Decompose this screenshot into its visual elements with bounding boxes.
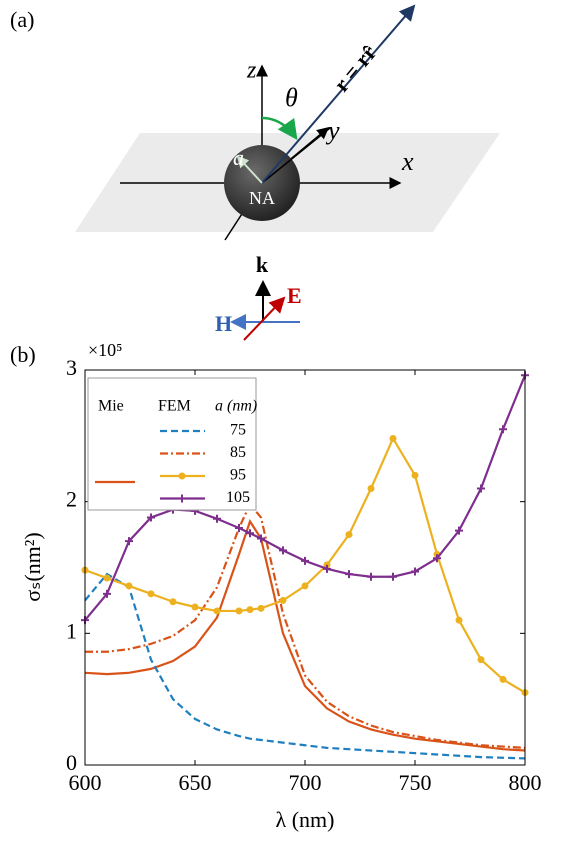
y-tick-label: 2 bbox=[66, 487, 77, 512]
marker bbox=[455, 526, 463, 535]
x-tick-label: 800 bbox=[509, 770, 542, 795]
marker bbox=[125, 537, 133, 546]
marker bbox=[345, 531, 353, 539]
marker bbox=[367, 485, 375, 492]
marker bbox=[246, 606, 254, 614]
panel-b: (b) ×10⁵ λ (nm) σₛ(nm²) 600 650 700 750 800 0… bbox=[10, 340, 542, 832]
x-tick-label: 650 bbox=[179, 770, 212, 795]
position-vector bbox=[261, 4, 416, 184]
marker bbox=[367, 572, 375, 581]
marker bbox=[301, 556, 309, 565]
marker bbox=[147, 513, 155, 522]
marker bbox=[191, 603, 199, 611]
legend-header: a (nm) bbox=[215, 398, 257, 415]
marker bbox=[301, 582, 309, 590]
angle-arc bbox=[261, 116, 298, 141]
marker bbox=[147, 590, 155, 598]
axis-y bbox=[261, 127, 331, 184]
marker bbox=[213, 607, 221, 615]
marker bbox=[235, 524, 243, 532]
legend-label: 105 bbox=[226, 489, 250, 506]
marker bbox=[257, 534, 265, 543]
legend-swatch bbox=[178, 472, 186, 480]
marker bbox=[279, 546, 287, 555]
marker bbox=[411, 567, 419, 576]
legend-label: 95 bbox=[230, 467, 246, 484]
panel-label: (b) bbox=[10, 342, 36, 367]
marker bbox=[411, 471, 419, 479]
legend-label: 75 bbox=[230, 422, 246, 439]
panel-a: (a) z θ y x a NA r = rr̂ k H E bbox=[10, 4, 500, 341]
marker bbox=[103, 589, 111, 598]
marker bbox=[499, 675, 507, 683]
label-r: r = rr̂ bbox=[329, 40, 382, 96]
label-na: NA bbox=[249, 188, 275, 208]
legend-header: Mie bbox=[98, 398, 124, 415]
radius-arrow bbox=[236, 155, 263, 184]
label-a: a bbox=[233, 145, 244, 170]
label-theta: θ bbox=[285, 83, 298, 112]
marker bbox=[323, 564, 331, 573]
x-tick-label: 750 bbox=[399, 770, 432, 795]
marker bbox=[389, 572, 397, 581]
series-line bbox=[84, 374, 527, 621]
label-x: x bbox=[401, 147, 414, 176]
label-z: z bbox=[246, 58, 257, 84]
label-e: E bbox=[287, 283, 302, 308]
marker bbox=[257, 604, 265, 612]
label-y: y bbox=[325, 116, 340, 145]
x-tick-label: 700 bbox=[289, 770, 322, 795]
marker bbox=[455, 616, 463, 624]
marker bbox=[235, 607, 243, 615]
panel-label: (a) bbox=[10, 7, 34, 32]
marker bbox=[169, 598, 177, 606]
legend-header: FEM bbox=[158, 398, 191, 415]
y-tick-label: 1 bbox=[66, 618, 77, 643]
marker bbox=[246, 529, 254, 538]
axes-box bbox=[84, 369, 526, 766]
marker bbox=[477, 656, 485, 664]
marker bbox=[389, 434, 397, 442]
marker bbox=[499, 425, 507, 434]
series-line bbox=[84, 518, 526, 752]
series-line bbox=[84, 436, 526, 694]
e-arrow bbox=[243, 296, 286, 341]
y-tick-label: 3 bbox=[66, 355, 77, 380]
series-line bbox=[84, 572, 526, 760]
label-h: H bbox=[215, 311, 232, 336]
y-tick-label: 0 bbox=[66, 750, 77, 775]
y-multiplier: ×10⁵ bbox=[88, 340, 122, 360]
marker bbox=[103, 574, 111, 582]
marker bbox=[125, 582, 133, 590]
marker bbox=[345, 570, 353, 579]
marker bbox=[433, 554, 441, 563]
y-axis-label: σₛ(nm²) bbox=[20, 532, 45, 601]
label-k: k bbox=[256, 252, 269, 277]
marker bbox=[213, 514, 221, 523]
legend: Mie FEM a (nm) 75 85 95 105 bbox=[87, 377, 257, 511]
x-axis-label: λ (nm) bbox=[276, 807, 335, 832]
legend-box bbox=[87, 377, 257, 511]
marker bbox=[477, 484, 485, 493]
legend-swatch bbox=[178, 494, 186, 503]
legend-label: 85 bbox=[230, 444, 246, 461]
x-tick-label: 600 bbox=[69, 770, 102, 795]
marker bbox=[279, 596, 287, 604]
